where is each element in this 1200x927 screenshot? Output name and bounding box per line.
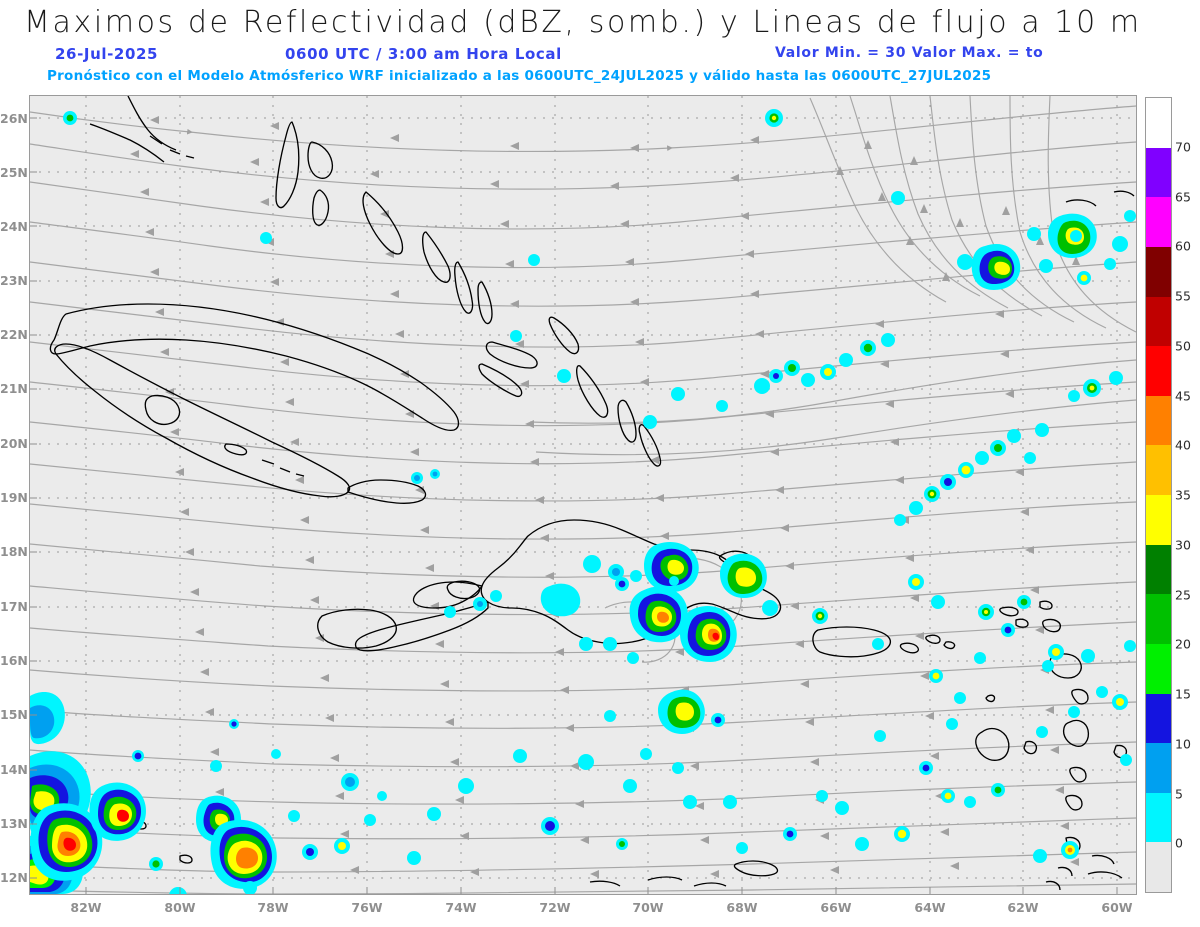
colorbar-band-30-35 xyxy=(1146,495,1171,545)
reflectivity-cell-cluster-sw xyxy=(30,692,277,894)
ytick-15n: 15N xyxy=(0,707,28,722)
xtick-70w: 70W xyxy=(632,900,664,915)
xtick-60w: 60W xyxy=(1101,900,1133,915)
colorbar-band-60-65 xyxy=(1146,197,1171,247)
ytick-23n: 23N xyxy=(0,273,28,288)
colorbar-tick-40: 40 xyxy=(1175,437,1191,453)
xtick-66w: 66W xyxy=(820,900,852,915)
colorbar-band--0 xyxy=(1146,842,1171,892)
forecast-time: 0600 UTC / 3:00 am Hora Local xyxy=(285,45,562,63)
ytick-22n: 22N xyxy=(0,327,28,342)
ytick-24n: 24N xyxy=(0,218,28,234)
ytick-12n: 12N xyxy=(0,870,28,885)
page-title: Maximos de Reflectividad (dBZ, somb.) y … xyxy=(24,5,1142,40)
colorbar-tick-50: 50 xyxy=(1175,338,1191,354)
ytick-19n: 19N xyxy=(0,490,28,505)
colorbar-band-25-30 xyxy=(1146,544,1171,595)
colorbar-tick-15: 15 xyxy=(1175,686,1191,702)
axis-ticks xyxy=(30,117,1118,894)
colorbar-band-20-25 xyxy=(1146,594,1171,644)
colorbar-band-40-45 xyxy=(1146,395,1171,446)
colorbar-band-10-15 xyxy=(1146,693,1171,744)
colorbar-band-35-40 xyxy=(1146,445,1171,495)
colorbar-tick-0: 0 xyxy=(1175,835,1183,851)
forecast-date: 26-Jul-2025 xyxy=(55,45,159,63)
reflectivity-layer xyxy=(30,109,1136,894)
colorbar-tick-65: 65 xyxy=(1175,189,1191,204)
colorbar-labels: 0 5 10 15 20 25 30 35 40 45 50 55 60 65 70 xyxy=(1175,97,1200,893)
xtick-74w: 74W xyxy=(445,900,477,915)
gridlines xyxy=(30,96,1136,894)
xtick-64w: 64W xyxy=(914,900,946,915)
colorbar-tick-55: 55 xyxy=(1175,288,1191,304)
ytick-21n: 21N xyxy=(0,381,28,396)
colorbar-tick-35: 35 xyxy=(1175,487,1191,503)
colorbar-tick-45: 45 xyxy=(1175,388,1191,403)
ytick-18n: 18N xyxy=(0,544,28,559)
colorbar-tick-5: 5 xyxy=(1175,786,1183,801)
xtick-68w: 68W xyxy=(726,900,758,915)
map-canvas xyxy=(30,96,1136,894)
colorbar-band--70 xyxy=(1146,98,1171,148)
colorbar xyxy=(1145,97,1172,893)
reflectivity-cells-hispaniola xyxy=(444,542,945,664)
reflectivity-cells-cuba xyxy=(260,232,522,484)
colorbar-band-50-55 xyxy=(1146,296,1171,347)
ytick-13n: 13N xyxy=(0,816,28,831)
value-range-text: Valor Min. = 30 Valor Max. = to xyxy=(775,45,1044,61)
xtick-72w: 72W xyxy=(539,900,571,915)
xtick-82w: 82W xyxy=(70,900,102,915)
colorbar-tick-60: 60 xyxy=(1175,238,1191,254)
colorbar-band-15-20 xyxy=(1146,643,1171,694)
ytick-14n: 14N xyxy=(0,762,28,777)
colorbar-band-5-10 xyxy=(1146,743,1171,793)
map-plot-area: Sisππ− ONAMET/REP.DOM. xyxy=(29,95,1137,895)
colorbar-tick-70: 70 xyxy=(1175,139,1191,155)
colorbar-band-55-60 xyxy=(1146,246,1171,297)
figure-header: Maximos de Reflectividad (dBZ, somb.) y … xyxy=(0,0,1200,95)
model-info-text: Pronóstico con el Modelo Atmósferico WRF… xyxy=(47,68,992,84)
streamline-arrows xyxy=(130,116,1080,878)
colorbar-tick-30: 30 xyxy=(1175,537,1191,553)
colorbar-tick-25: 25 xyxy=(1175,587,1191,602)
reflectivity-cells-northeast xyxy=(63,109,1136,290)
ytick-26n: 26N xyxy=(0,110,28,126)
ytick-17n: 17N xyxy=(0,599,28,614)
reflectivity-cells-lesser-antilles xyxy=(723,595,1136,863)
xtick-78w: 78W xyxy=(257,900,289,915)
ytick-25n: 25N xyxy=(0,164,28,180)
coastlines-layer xyxy=(30,96,1135,891)
ytick-16n: 16N xyxy=(0,653,28,668)
colorbar-band-0-5 xyxy=(1146,792,1171,843)
reflectivity-cells-mid-atlantic xyxy=(894,423,1049,526)
reflectivity-cells-north-band xyxy=(528,254,1123,429)
colorbar-tick-20: 20 xyxy=(1175,636,1191,652)
ytick-20n: 20N xyxy=(0,436,28,451)
reflectivity-cells-south-hispaniola xyxy=(604,689,725,774)
xtick-80w: 80W xyxy=(164,900,196,915)
colorbar-band-45-50 xyxy=(1146,346,1171,396)
xtick-62w: 62W xyxy=(1007,900,1039,915)
streamlines-layer xyxy=(30,96,1136,894)
colorbar-band-65-70 xyxy=(1146,147,1171,198)
reflectivity-cells-scattered-sw xyxy=(132,719,697,894)
xtick-76w: 76W xyxy=(351,900,383,915)
colorbar-tick-10: 10 xyxy=(1175,736,1191,752)
